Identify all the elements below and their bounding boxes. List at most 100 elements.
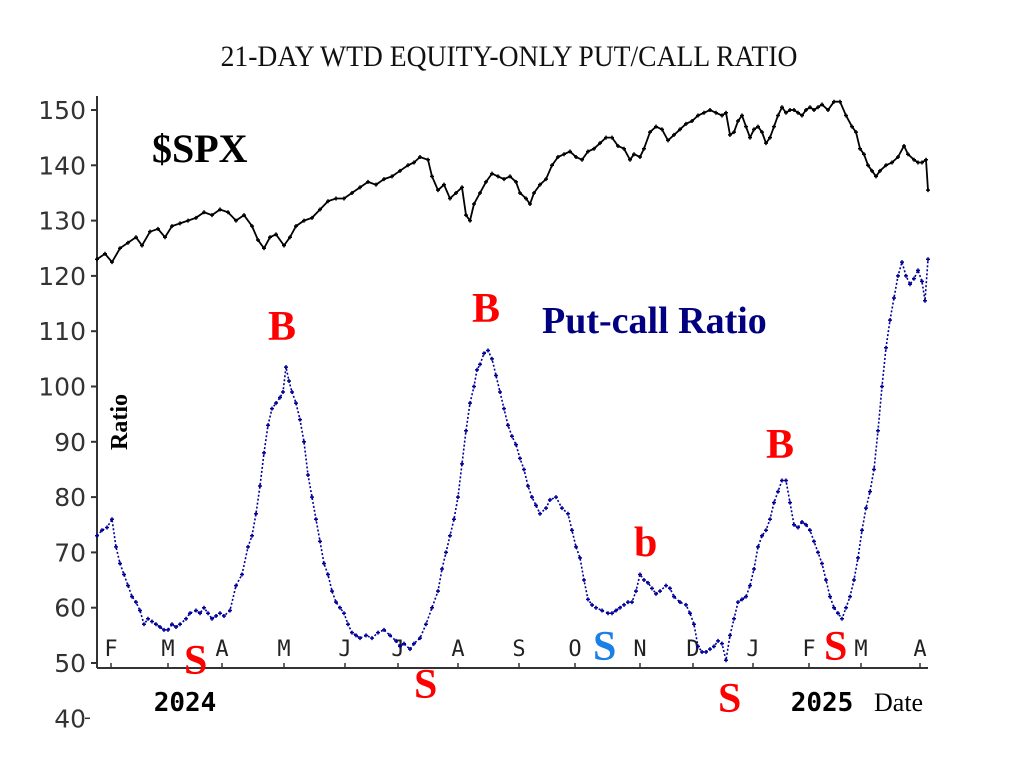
data-marker [844,605,848,610]
data-marker [342,196,346,201]
data-marker [388,633,392,638]
annotation-label: S [414,662,437,708]
data-marker [544,506,548,511]
data-marker [310,215,314,220]
data-marker [732,130,736,135]
annotation-label: S [718,676,741,722]
data-marker [704,649,708,654]
data-marker [472,202,476,207]
y-tick-label: 60 [54,594,86,623]
data-marker [290,390,294,395]
data-marker [610,611,614,616]
data-marker [912,276,916,281]
data-marker [506,423,510,428]
data-marker [302,439,306,444]
data-marker [390,174,394,179]
data-marker [338,605,342,610]
data-marker [198,611,202,616]
chart-title: 21-DAY WTD EQUITY-ONLY PUT/CALL RATIO [220,40,798,73]
data-marker [832,605,836,610]
data-marker [926,188,930,193]
data-marker [250,533,254,538]
data-marker [95,257,99,262]
data-marker [920,279,924,284]
data-marker [162,627,166,632]
data-marker [804,108,808,112]
month-label: A [215,637,228,662]
data-marker [318,539,322,544]
data-marker [592,146,596,151]
data-marker [95,533,99,538]
data-marker [646,580,650,585]
data-marker [330,589,334,594]
annotation-label: Put-call Ratio [542,300,767,342]
data-marker [736,119,740,124]
data-marker [430,605,434,610]
data-marker [610,135,614,140]
data-marker [222,613,226,618]
data-marker [538,511,542,516]
data-marker [346,622,350,627]
data-marker [288,235,292,240]
data-marker [848,594,852,599]
data-marker [654,124,658,129]
data-marker [334,600,338,605]
data-marker [142,622,146,627]
data-marker [240,572,244,577]
month-label: N [633,637,646,662]
data-marker [923,298,927,303]
annotations: $SPX Put-call Ratio B Bb B S S S S S [152,126,847,722]
data-marker [838,99,842,104]
data-marker [302,218,306,223]
data-marker [326,572,330,577]
data-marker [696,644,700,649]
data-marker [870,168,874,173]
data-marker [250,224,254,229]
data-marker [134,235,138,240]
y-tick-label: 40 [54,704,86,733]
data-marker [424,622,428,627]
annotation-label: S [824,624,847,670]
data-marker [764,528,768,533]
data-marker [824,578,828,583]
data-marker [486,348,490,353]
data-marker [103,251,107,256]
data-marker [708,108,712,112]
data-marker [896,155,900,160]
data-marker [594,605,598,610]
data-marker [342,611,346,616]
x-axis-label: Date [874,688,923,717]
month-label: M [854,637,867,662]
data-marker [604,135,608,140]
data-marker [314,517,318,522]
data-marker [460,185,464,190]
data-marker [508,174,512,179]
data-marker [510,434,514,439]
data-marker [614,608,618,613]
data-marker [118,246,122,251]
month-label: J [746,637,759,662]
data-marker [660,127,664,132]
data-marker [354,633,358,638]
data-marker [532,190,536,195]
data-marker [154,622,158,627]
data-marker [126,583,130,588]
data-marker [840,616,844,621]
data-marker [228,608,232,613]
data-marker [376,630,380,635]
month-label: J [391,637,404,662]
data-marker [478,190,482,195]
y-tick-label: 130 [38,207,86,236]
data-marker [278,395,282,400]
data-marker [876,428,880,433]
data-marker [358,185,362,190]
data-marker [784,110,788,115]
data-marker [562,152,566,157]
data-marker [114,544,118,549]
data-marker [622,602,626,607]
data-marker [448,533,452,538]
data-marker [408,647,412,652]
data-marker [194,608,198,613]
y-tick-label: 80 [54,483,86,512]
data-marker [926,257,930,262]
